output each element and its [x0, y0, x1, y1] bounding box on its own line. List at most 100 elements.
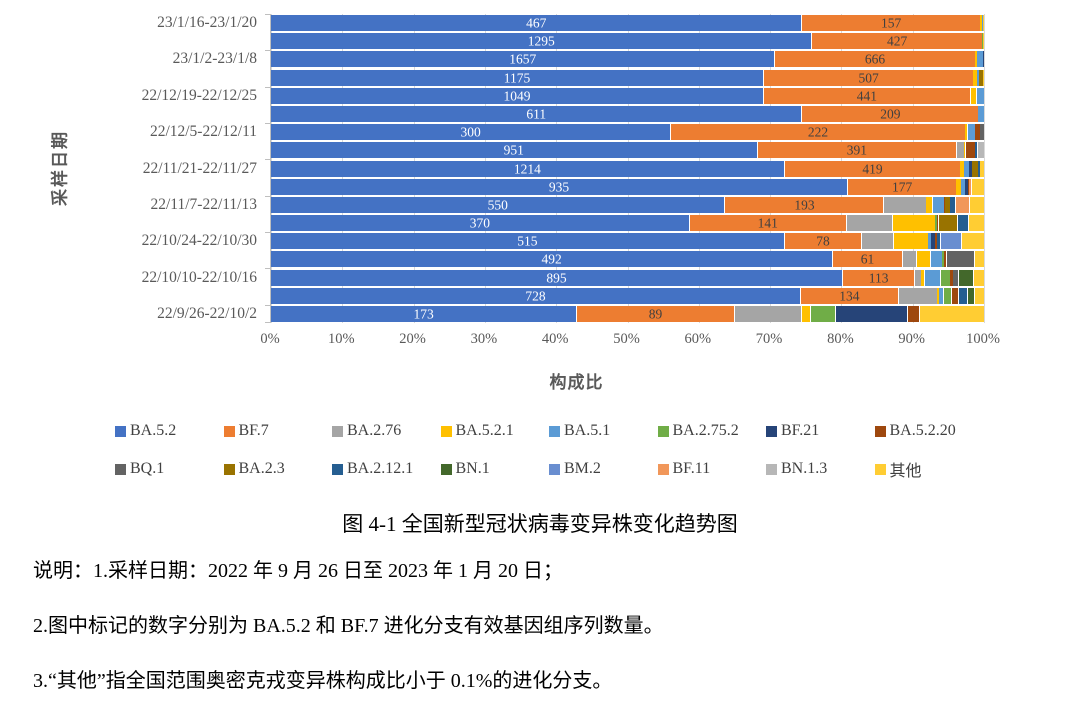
segment-BA.5.2.20: [965, 142, 975, 159]
legend-swatch-icon: [549, 463, 560, 475]
bf7-count-label: 193: [794, 197, 815, 213]
bf7-count-label: 61: [860, 251, 875, 267]
segment-BA.5.2.1: [964, 142, 966, 159]
segment-BF.7: 209: [801, 105, 979, 122]
y-axis-label: 22/10/10-22/10/16: [141, 268, 257, 286]
stacked-bar-row: 1175 507: [271, 69, 984, 86]
y-axis-label: 22/9/26-22/10/2: [157, 304, 257, 322]
segment-其他: [961, 233, 984, 250]
x-axis-tick-label: 60%: [684, 331, 712, 347]
y-axis-label: 22/10/24-22/10/30: [141, 232, 257, 250]
segment-BF.7: 222: [670, 124, 965, 141]
stacked-bar-row: 1295 427: [271, 33, 984, 50]
segment-BA.5.2.20: [906, 305, 920, 322]
segment-BA.5.2.1: [956, 178, 962, 195]
legend-item-BF.11: BF.11: [657, 457, 767, 481]
segment-BA.5.1: [939, 287, 943, 304]
segment-BA.5.2: 611: [271, 105, 802, 122]
segment-BQ.1: [980, 124, 984, 141]
legend-item-label: BN.1: [455, 460, 490, 477]
bf7-count-label: 222: [807, 124, 829, 140]
segment-BA.2.3: [938, 215, 957, 232]
legend-item-BF.21: BF.21: [766, 422, 875, 440]
legend-swatch-icon: [440, 463, 452, 475]
segment-BA.5.2: 1295: [271, 33, 812, 50]
legend-swatch-icon: [874, 425, 886, 437]
segment-BF.7: 61: [832, 251, 902, 268]
y-axis-label: 22/12/19-22/12/25: [141, 86, 257, 104]
segment-BA.5.1: [931, 196, 945, 213]
segment-BF.11: [954, 196, 969, 213]
legend-item-BA.5.2.20: BA.5.2.20: [874, 422, 984, 440]
legend-item-BA.5.2.1: BA.5.2.1: [440, 422, 550, 440]
ba52-count-label: 550: [487, 197, 508, 213]
legend-swatch-icon: [115, 463, 126, 475]
legend-swatch-icon: [657, 463, 669, 475]
segment-BA.2.75.2: [981, 33, 983, 50]
segment-BF.7: 391: [756, 142, 957, 159]
ba52-count-label: 611: [526, 106, 547, 122]
segment-BA.5.1: [981, 15, 984, 32]
figure-caption: 图 4-1 全国新型冠状病毒变异株变化趋势图: [342, 512, 738, 536]
segment-BA.5.2.1: [926, 196, 932, 213]
segment-BF.7: 134: [800, 287, 898, 304]
ba52-count-label: 1049: [503, 88, 531, 104]
bf7-count-label: 134: [839, 287, 860, 303]
legend-item-BA.2.75.2: BA.2.75.2: [657, 422, 767, 440]
ba52-count-label: 515: [517, 233, 538, 249]
segment-BA.2.12.1: [977, 160, 981, 177]
segment-BA.2.76: [733, 305, 802, 322]
segment-BA.2.3: [982, 33, 984, 50]
legend-item-BA.2.3: BA.2.3: [223, 457, 333, 481]
legend-item-BQ.1: BQ.1: [115, 457, 224, 481]
legend-swatch-icon: [657, 425, 669, 437]
segment-BQ.1: [946, 251, 974, 268]
x-axis-tick-label: 90%: [898, 331, 925, 347]
segment-BF.7: 193: [724, 196, 884, 213]
stacked-bar-row: 611 209: [271, 105, 984, 122]
segment-BA.2.75.2: [810, 305, 835, 322]
segment-BA.2.76: [845, 215, 893, 232]
bf7-count-label: 419: [862, 160, 883, 176]
segment-BF.7: 113: [842, 269, 915, 286]
segment-BA.5.2: 1657: [271, 51, 775, 68]
legend-swatch-icon: [440, 425, 452, 437]
legend-item-其他: 其他: [874, 457, 984, 481]
ba52-count-label: 1295: [527, 33, 555, 49]
legend-swatch-icon: [223, 463, 235, 475]
ba52-count-label: 1175: [503, 69, 531, 85]
legend-swatch-icon: [115, 425, 126, 437]
ba52-count-label: 300: [460, 124, 481, 140]
segment-BA.2.76: [883, 196, 927, 213]
segment-BA.2.76: [956, 142, 964, 159]
segment-BA.5.2: 951: [271, 142, 757, 159]
segment-BA.5.2.20: [944, 251, 947, 268]
segment-BF.7: 157: [801, 15, 980, 32]
segment-BA.2.76: [901, 251, 917, 268]
segment-BN.1: [957, 269, 974, 286]
note-line-3: 3.“其他”指全国范围奥密克戎变异株构成比小于 0.1%的进化分支。: [33, 670, 613, 692]
y-axis-labels: 23/1/16-23/1/20 23/1/2-23/1/8 22/12/19-22/…: [0, 14, 263, 323]
stacked-bar-row: 492 61: [271, 251, 984, 268]
segment-BF.7: 419: [783, 160, 961, 177]
segment-BA.5.2.20: [934, 233, 937, 250]
ba52-count-label: 370: [469, 215, 491, 231]
notes: 说明：1.采样日期：2022 年 9 月 26 日至 2023 年 1 月 20…: [33, 556, 1053, 721]
segment-BA.5.2.1: [892, 233, 929, 250]
bf7-count-label: 141: [757, 215, 778, 231]
segment-BF.21: [969, 160, 972, 177]
segment-BA.2.75.2: [942, 287, 952, 304]
x-axis-tick-label: 0%: [260, 331, 280, 347]
segment-BA.5.2: 1214: [271, 160, 784, 177]
segment-BF.7: 427: [811, 33, 982, 50]
segment-BA.5.1: [924, 269, 940, 286]
segment-BM.2: [939, 233, 962, 250]
segment-BQ.1: [953, 269, 958, 286]
segment-BA.2.12.1: [936, 233, 940, 250]
legend-swatch-icon: [549, 425, 560, 437]
segment-BN.1.3: [976, 142, 984, 159]
segment-BA.5.2.20: [936, 215, 939, 232]
x-axis-tick-label: 80%: [827, 331, 854, 347]
legend-item-BA.2.76: BA.2.76: [332, 422, 441, 440]
segment-BA.5.1: [930, 251, 942, 268]
